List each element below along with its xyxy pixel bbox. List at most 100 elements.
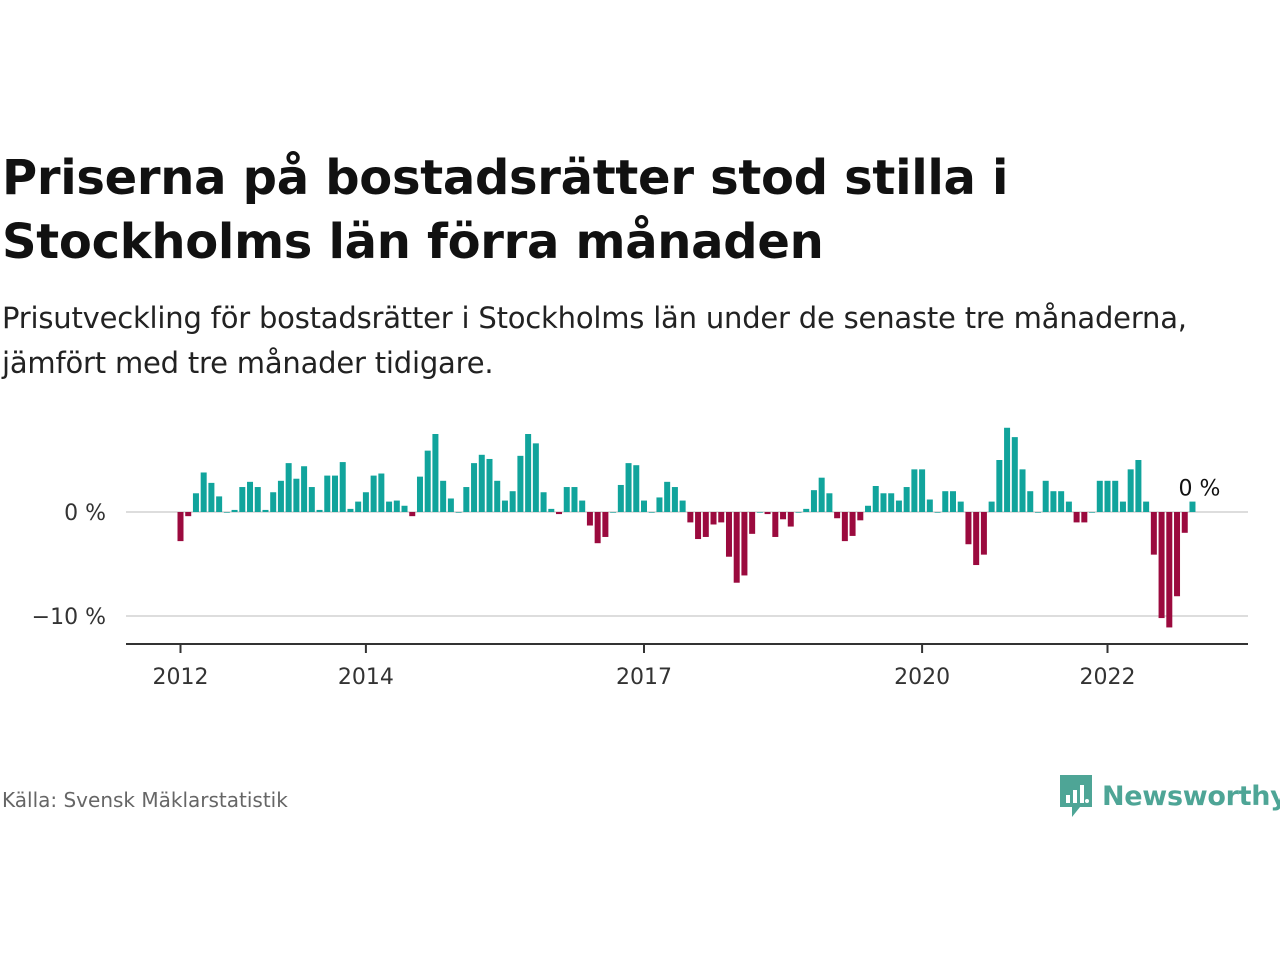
bar (865, 505, 872, 512)
bar (386, 501, 393, 512)
bar (633, 465, 640, 512)
brand-name: Newsworthy (1102, 780, 1280, 812)
bar (540, 492, 547, 512)
bar (424, 450, 431, 512)
bar (1027, 491, 1034, 512)
bar (332, 475, 338, 512)
x-tick-label: 2017 (616, 665, 672, 690)
bar (378, 473, 385, 512)
bar (1150, 512, 1157, 555)
bar (177, 512, 184, 542)
bar (285, 463, 292, 512)
gridlines (126, 511, 1248, 617)
bar (347, 508, 354, 512)
bar (695, 512, 702, 540)
bar (710, 512, 717, 525)
bar (687, 512, 694, 523)
bar (741, 512, 748, 576)
bar (903, 487, 910, 512)
bar (293, 478, 300, 512)
bar (440, 480, 447, 512)
bar (339, 462, 346, 512)
bar (223, 512, 230, 513)
bar (857, 512, 864, 521)
bar (656, 497, 663, 512)
bar (239, 487, 246, 512)
bar (957, 501, 964, 512)
bar (579, 500, 586, 512)
bar (911, 469, 918, 512)
bar (888, 493, 895, 512)
bar (641, 500, 647, 512)
bar (1019, 469, 1026, 512)
bar (401, 505, 408, 512)
bar (455, 512, 462, 513)
bar (571, 487, 578, 512)
bar (517, 455, 524, 512)
bar (1089, 512, 1096, 513)
bar (718, 512, 725, 523)
bar (610, 512, 617, 513)
bar (254, 487, 261, 512)
x-axis (126, 643, 1248, 653)
bar (200, 472, 207, 512)
bar (270, 492, 277, 512)
bar (702, 512, 709, 537)
bar (494, 480, 501, 512)
bar (216, 496, 223, 512)
bar (1073, 512, 1080, 523)
bar (996, 460, 1003, 512)
bar (602, 512, 609, 537)
newsworthy-logo: Newsworthy (1058, 772, 1280, 820)
bar (486, 458, 493, 512)
bar (679, 500, 686, 512)
bar (973, 512, 980, 566)
bar (664, 481, 671, 512)
bar (764, 512, 771, 515)
bar (471, 463, 478, 512)
bar (432, 434, 439, 512)
bar (625, 463, 632, 512)
bar (532, 443, 539, 512)
bar (880, 493, 887, 512)
bar (548, 508, 555, 512)
bar (563, 487, 570, 512)
bar (1034, 512, 1041, 513)
bar (795, 512, 802, 513)
bar (1189, 501, 1196, 512)
bar (1065, 501, 1072, 512)
bar (725, 512, 732, 557)
bar (362, 492, 369, 512)
y-tick-label: −10 % (32, 605, 106, 630)
bar (1143, 501, 1150, 512)
bar (810, 490, 817, 512)
bar (826, 493, 833, 512)
bar (525, 434, 532, 512)
bar (841, 512, 848, 542)
bar (509, 491, 516, 512)
bar (1174, 512, 1181, 597)
bar (370, 475, 377, 512)
bar (895, 500, 902, 512)
bar (950, 491, 956, 512)
bar (1004, 427, 1011, 512)
bar (308, 487, 315, 512)
bar (780, 512, 787, 520)
bars (177, 427, 1196, 628)
bar (803, 508, 810, 512)
bar (980, 512, 987, 555)
bar (919, 469, 926, 512)
x-tick-label: 2012 (153, 665, 209, 690)
latest-value-label: 0 % (1178, 477, 1220, 502)
x-tick-label: 2014 (338, 665, 394, 690)
bar (355, 501, 362, 512)
bar (749, 512, 756, 534)
bar (208, 482, 215, 512)
x-tick-label: 2022 (1080, 665, 1136, 690)
bar (772, 512, 779, 537)
bar (965, 512, 972, 545)
bar (1119, 501, 1126, 512)
bar (185, 512, 192, 517)
bar (671, 487, 678, 512)
bar (648, 512, 655, 513)
